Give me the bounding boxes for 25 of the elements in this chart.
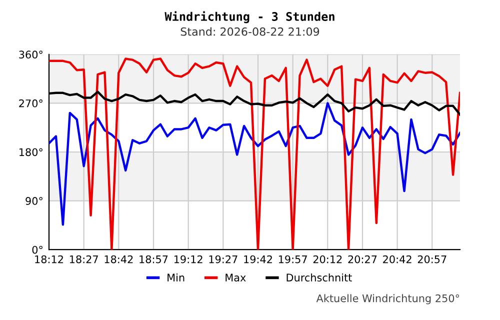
y-tick-label: 360° bbox=[19, 50, 42, 59]
legend-label: Max bbox=[226, 274, 246, 282]
x-tick-label: 20:42 bbox=[383, 255, 412, 264]
chart-title: Windrichtung - 3 Stunden bbox=[164, 11, 334, 24]
legend-label: Min bbox=[168, 273, 184, 282]
text: Aktuelle Windrichtung 250° bbox=[316, 294, 460, 304]
x-tick-label: 18:12 bbox=[35, 255, 63, 264]
legend-label: Durchschnitt bbox=[286, 273, 352, 282]
y-tick-label: 270° bbox=[19, 99, 42, 108]
x-tick-label: 20:27 bbox=[348, 255, 377, 264]
x-tick-label: 20:12 bbox=[313, 255, 342, 264]
y-tick-label: 0° bbox=[32, 246, 42, 254]
line-series bbox=[49, 102, 460, 226]
x-tick-label: 18:27 bbox=[70, 255, 98, 264]
chart-subtitle: Stand: 2026-08-22 21:09 bbox=[180, 27, 320, 36]
x-tick-label: 19:27 bbox=[209, 255, 238, 264]
y-tick-label: 180° bbox=[20, 148, 42, 156]
y-tick-label: 90° bbox=[26, 197, 42, 205]
x-tick-label: 18:57 bbox=[140, 255, 168, 264]
x-tick-label: 19:42 bbox=[244, 255, 272, 264]
line-series bbox=[49, 58, 460, 250]
x-tick-label: 19:57 bbox=[278, 255, 307, 264]
x-tick-label: 20:57 bbox=[418, 255, 446, 264]
x-tick-label: 19:12 bbox=[174, 255, 202, 264]
x-tick-label: 18:42 bbox=[104, 255, 133, 264]
